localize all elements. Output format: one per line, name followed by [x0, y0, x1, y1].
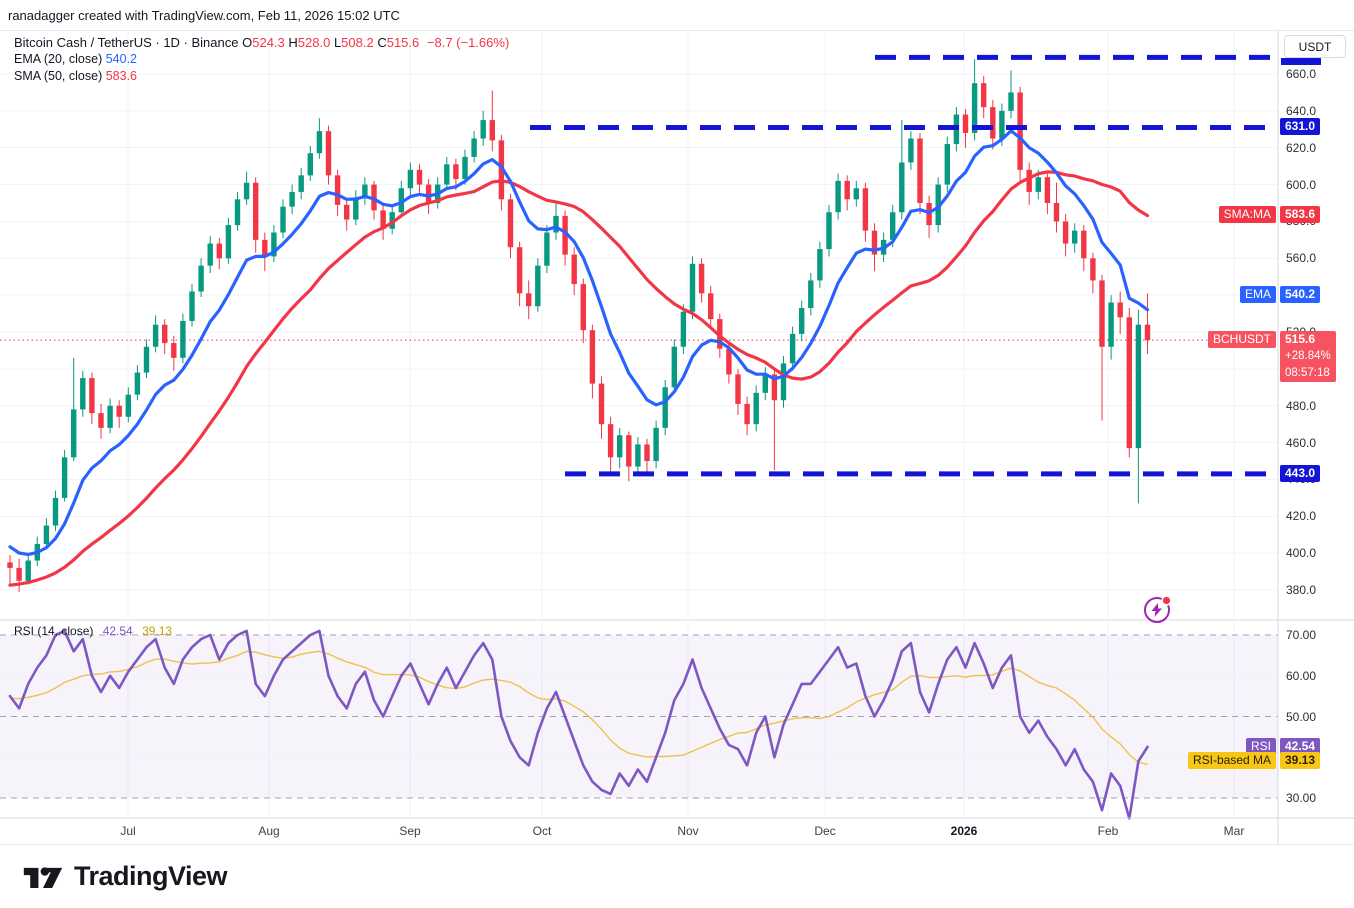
ema-line	[8, 129, 1150, 557]
rsi-line	[8, 629, 1149, 820]
candles	[7, 59, 1151, 592]
attribution-text: ranadagger created with TradingView.com,…	[8, 7, 400, 23]
tradingview-logo-icon	[23, 866, 63, 888]
rsi-ma-line	[9, 650, 1148, 766]
currency-toggle-button[interactable]: USDT	[1284, 35, 1346, 58]
footer: TradingView	[0, 845, 1354, 908]
attribution-bar: ranadagger created with TradingView.com,…	[0, 0, 1354, 31]
sma-line	[8, 170, 1150, 587]
tradingview-logo[interactable]: TradingView	[22, 860, 228, 894]
candlestick-chart-canvas[interactable]	[0, 0, 1354, 845]
dashed-support-resistance-lines	[530, 54, 1278, 477]
flash-alert-icon[interactable]	[1144, 595, 1172, 623]
tradingview-logo-text: TradingView	[74, 861, 228, 891]
